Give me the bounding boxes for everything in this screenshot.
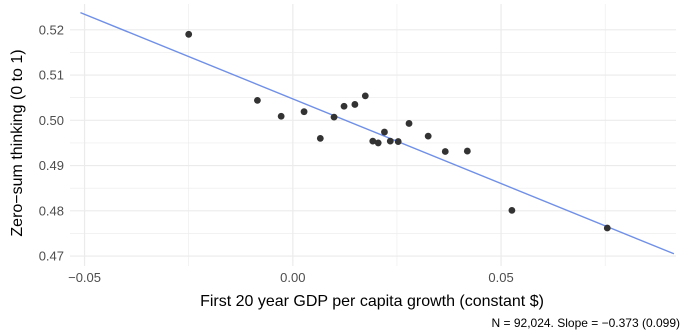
- data-point: [386, 137, 394, 145]
- points-layer: [185, 30, 611, 232]
- fit-line-layer: [80, 11, 675, 255]
- x-tick-labels: −0.05 0.00 0.05: [68, 270, 514, 285]
- data-point: [185, 30, 193, 38]
- x-axis-title: First 20 year GDP per capita growth (con…: [200, 293, 544, 310]
- data-point: [405, 120, 413, 127]
- data-point: [394, 138, 402, 145]
- fit-line: [80, 11, 675, 255]
- data-point: [351, 101, 359, 108]
- data-point: [508, 206, 516, 214]
- data-point: [463, 147, 471, 155]
- x-tick-label: 0.00: [280, 270, 305, 285]
- y-tick-label: 0.52: [39, 22, 64, 37]
- y-tick-labels: 0.47 0.48 0.49 0.50 0.51 0.52: [39, 22, 64, 263]
- data-point: [330, 113, 338, 121]
- y-tick-label: 0.51: [39, 68, 64, 83]
- chart-caption: N = 92,024. Slope = −0.373 (0.099): [492, 316, 680, 330]
- data-point: [369, 137, 377, 145]
- data-point: [374, 139, 382, 147]
- y-tick-label: 0.49: [39, 158, 64, 173]
- data-point: [254, 96, 261, 104]
- data-point: [300, 108, 308, 116]
- y-axis-title: Zero−sum thinking (0 to 1): [9, 49, 26, 236]
- x-tick-label: −0.05: [68, 270, 101, 285]
- data-point: [277, 112, 285, 120]
- x-tick-label: 0.05: [488, 270, 513, 285]
- data-point: [316, 134, 324, 142]
- grid-major: [70, 4, 676, 266]
- y-tick-label: 0.48: [39, 203, 64, 218]
- y-tick-label: 0.50: [39, 113, 64, 128]
- grid-minor: [70, 4, 676, 266]
- y-tick-label: 0.47: [39, 249, 64, 264]
- data-point: [381, 128, 388, 136]
- data-point: [441, 148, 449, 155]
- data-point: [340, 102, 348, 110]
- data-point: [424, 132, 432, 140]
- data-point: [361, 92, 369, 100]
- data-point: [603, 224, 611, 232]
